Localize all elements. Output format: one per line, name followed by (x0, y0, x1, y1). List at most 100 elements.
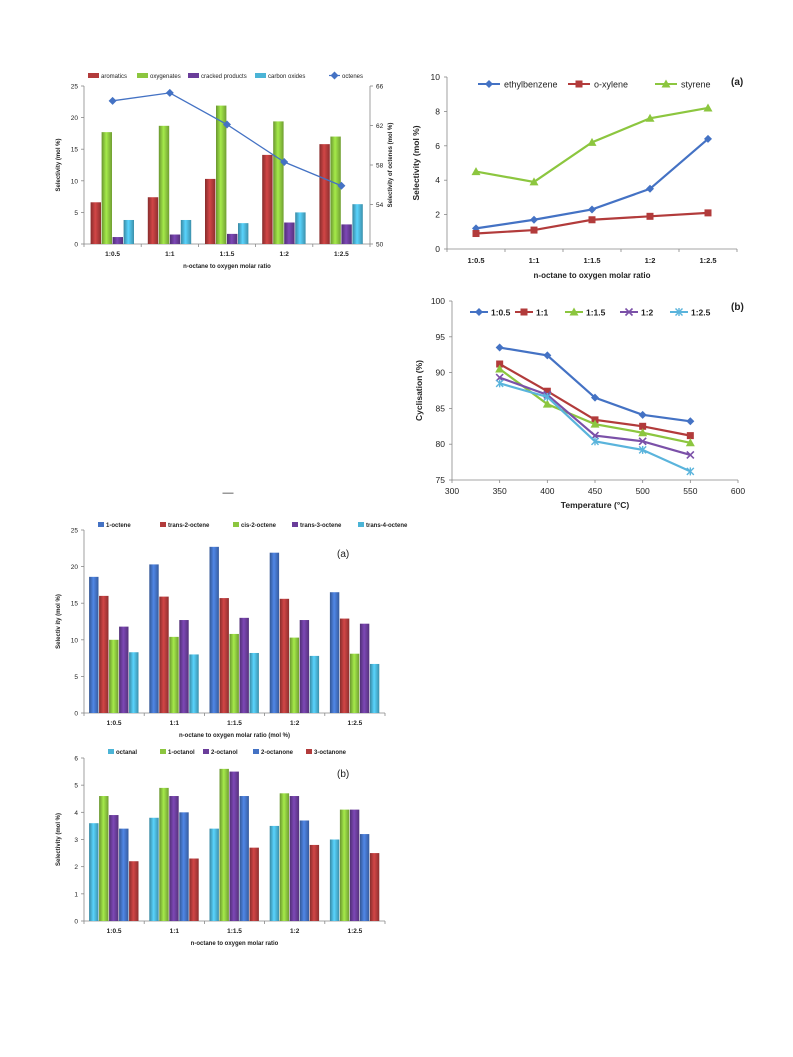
data-point (646, 184, 654, 193)
bar (359, 623, 370, 713)
y-tick-label: 25 (71, 84, 79, 91)
bar (119, 626, 129, 713)
data-point (495, 364, 505, 373)
bar (359, 834, 370, 921)
legend-marker (569, 307, 579, 316)
y-tick-label: 5 (74, 674, 78, 681)
data-point (543, 387, 551, 395)
octenes-point (165, 88, 174, 97)
legend-swatch (160, 522, 166, 527)
x-tick-label: 1:0.5 (107, 720, 122, 727)
y-tick-label: 6 (74, 756, 78, 763)
bar (330, 136, 341, 244)
legend-swatch (358, 522, 364, 527)
data-point (495, 373, 504, 382)
y-tick-label: 0 (74, 919, 78, 926)
y-tick-label: 5 (74, 783, 78, 790)
legend-swatch (98, 522, 104, 527)
panel-label: (a) (731, 77, 743, 88)
data-point (638, 428, 648, 437)
data-point (587, 137, 597, 146)
legend-label: octanal (116, 750, 137, 756)
bar (309, 655, 320, 713)
x-axis-label: n-octane to oxygen molar ratio (191, 941, 279, 947)
data-point (638, 437, 647, 446)
y-tick-label: 2 (74, 864, 78, 871)
x-tick-label: 1:1.5 (227, 720, 242, 727)
x-tick-label: 1:2 (290, 928, 300, 935)
bar (284, 222, 295, 244)
legend-label: ethylbenzene (504, 80, 558, 90)
x-tick-label: 1:1 (170, 720, 180, 727)
bar (329, 592, 340, 713)
data-point (530, 226, 538, 234)
legend-marker (661, 79, 671, 88)
legend-label: 1-octanol (168, 750, 195, 756)
x-tick-label: 1:0.5 (467, 256, 484, 265)
data-point (472, 230, 480, 238)
bar (289, 796, 300, 921)
y-tick-label: 4 (74, 810, 78, 817)
bar (169, 234, 181, 244)
data-point (686, 450, 695, 460)
bar (273, 121, 284, 244)
legend-label: cracked products (201, 74, 247, 80)
bar (339, 809, 350, 921)
y-tick-label: 15 (71, 601, 79, 608)
data-point (639, 422, 647, 430)
data-point (588, 205, 596, 214)
bar (369, 663, 380, 713)
legend-label: cis-2-octene (241, 523, 277, 529)
bar (89, 576, 99, 713)
series-line (499, 346, 691, 423)
y-tick-label: 15 (71, 147, 79, 154)
y-axis-label: Selectiv ity (mol %) (56, 594, 62, 649)
data-point (591, 437, 599, 446)
y-tick-label: 10 (71, 637, 79, 644)
data-point (638, 410, 647, 419)
bar (189, 858, 199, 921)
legend: ethylbenzene o-xylene styrene (478, 79, 711, 90)
bar (205, 178, 216, 244)
data-point (591, 393, 599, 402)
x-tick-label: 350 (493, 486, 507, 496)
bar (90, 202, 101, 244)
legend-marker (330, 71, 339, 80)
chart-oxygenates: 0 1 2 3 4 5 6 1:0.5 1:1 1:1.5 1:2 1:2.5 n-octane to … (56, 749, 386, 947)
x-tick-label: 1:2 (290, 720, 300, 727)
y-tick-label: 6 (435, 141, 440, 151)
bar (179, 620, 189, 713)
legend-swatch (188, 73, 199, 78)
data-point (543, 351, 552, 360)
legend-swatch (108, 749, 114, 754)
data-point (704, 134, 712, 143)
x-tick-label: 1:1.5 (583, 256, 600, 265)
octenes-point (337, 181, 346, 190)
y-axis-label: Selectivity (mol %) (56, 813, 62, 866)
x-tick-label: 500 (636, 486, 650, 496)
bar (189, 654, 199, 713)
bar (219, 768, 229, 921)
bar (149, 817, 159, 921)
x-tick-label: 1:1 (529, 256, 540, 265)
legend-marker (520, 308, 528, 316)
bar (216, 105, 227, 244)
legend-label: oxygenates (150, 74, 181, 80)
legend: 1-octene trans-2-octene cis-2-octene trans-… (98, 522, 408, 529)
x-axis-label: Temperature (°C) (561, 500, 630, 510)
bar (249, 652, 259, 713)
y2-tick-label: 54 (376, 202, 384, 209)
data-point (704, 209, 712, 217)
legend-swatch (253, 749, 259, 754)
y-tick-label: 2 (435, 210, 440, 220)
legend-swatch (255, 73, 266, 78)
y-tick-label: 0 (74, 711, 78, 718)
y-tick-label: 100 (431, 296, 445, 306)
chart-aromatics-selectivity: 0 2 4 6 8 10 1:0.5 1:1 1:1.5 1:2 1:2.5 n-octane to … (411, 72, 743, 280)
data-point (530, 215, 538, 224)
bar (299, 620, 310, 713)
bar (227, 233, 238, 244)
y-tick-label: 80 (436, 439, 446, 449)
y-axis-label: Selectivity (mol %) (411, 125, 421, 200)
data-point (495, 343, 504, 352)
